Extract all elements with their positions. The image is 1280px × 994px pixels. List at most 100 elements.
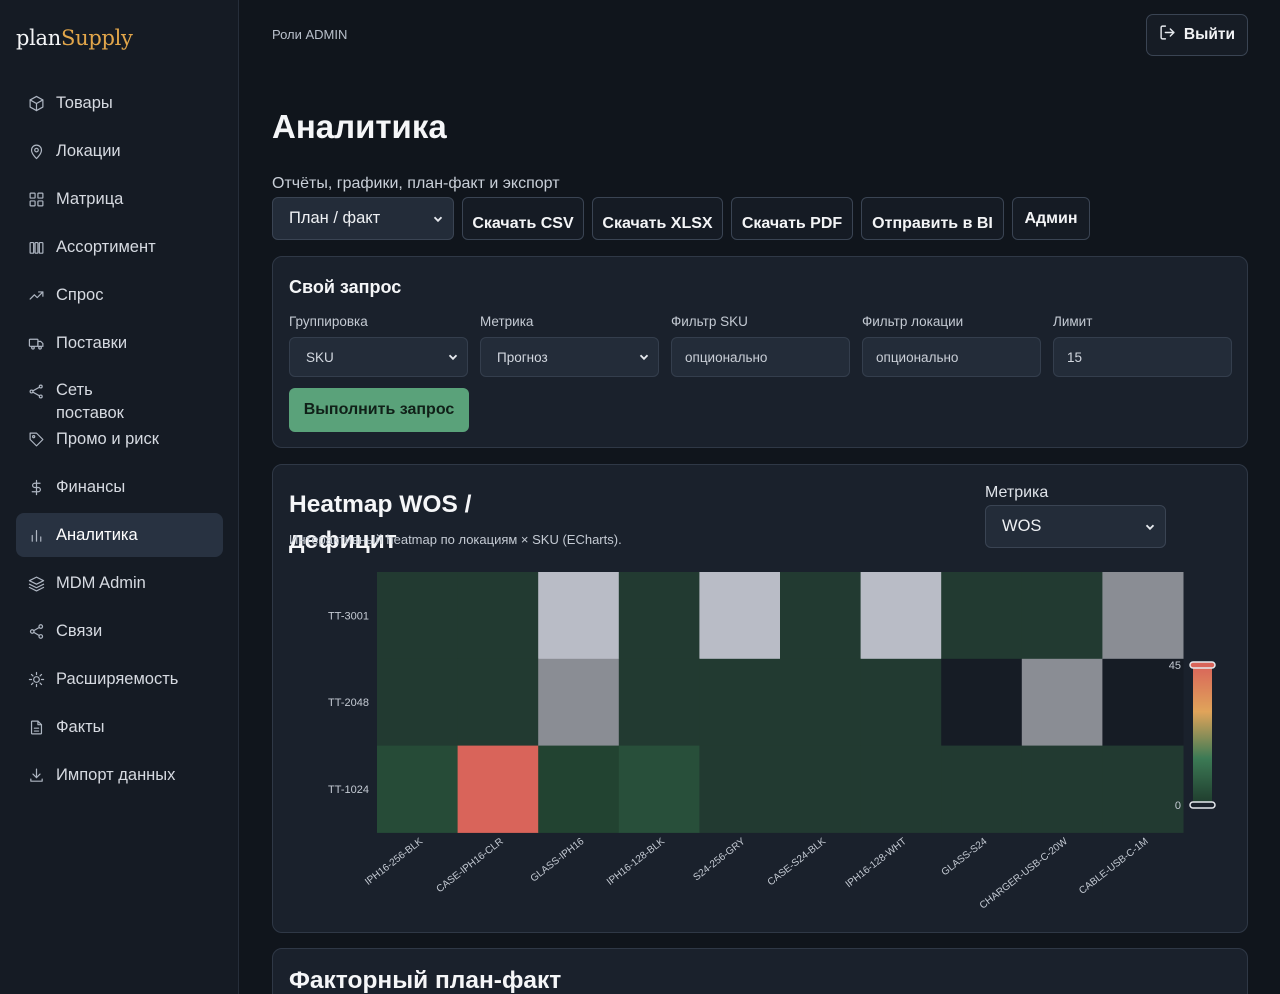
sidebar-item-finance[interactable]: Финансы — [16, 465, 223, 509]
sidebar-item-label: Факты — [56, 717, 105, 736]
location-filter-input[interactable] — [876, 349, 1032, 365]
sidebar-item-label: Локации — [56, 141, 121, 160]
sidebar-item-supply-network[interactable]: Сеть поставок — [16, 369, 223, 422]
heatmap-title: Heatmap WOS / дефицит — [289, 491, 472, 554]
heatmap-cell[interactable] — [377, 745, 459, 833]
heatmap-cell[interactable] — [860, 658, 942, 747]
heatmap-x-label: CHARGER-USB-C-20W — [978, 836, 1071, 912]
heatmap-cell[interactable] — [699, 572, 781, 660]
metric-select[interactable]: Прогноз — [480, 337, 659, 377]
heatmap-y-label: TT-2048 — [328, 697, 369, 709]
app-logo[interactable]: planSupply — [16, 26, 133, 50]
heatmap-cell[interactable] — [780, 572, 862, 660]
tag-icon — [28, 431, 45, 448]
heatmap-cell[interactable] — [377, 658, 459, 747]
heatmap-chart[interactable]: TT-3001 TT-2048 TT-1024 IPH16-256-BLK CASE-I… — [273, 565, 1247, 925]
heatmap-metric-select[interactable]: WOS — [985, 505, 1166, 548]
sidebar-item-facts[interactable]: Факты — [16, 705, 223, 749]
limit-field[interactable] — [1053, 337, 1232, 377]
page-subtitle: Отчёты, графики, план-факт и экспорт — [272, 175, 560, 192]
heatmap-cell[interactable] — [780, 745, 862, 833]
sidebar-item-links[interactable]: Связи — [16, 609, 223, 653]
grouping-select[interactable]: SKU — [289, 337, 468, 377]
trend-icon — [28, 287, 45, 304]
logout-button[interactable]: Выйти — [1145, 14, 1248, 56]
limit-label: Лимит — [1053, 314, 1093, 329]
heatmap-cell[interactable] — [941, 658, 1023, 747]
columns-icon — [28, 239, 45, 256]
heatmap-cell[interactable] — [941, 745, 1023, 833]
heatmap-cell[interactable] — [941, 572, 1023, 660]
limit-input[interactable] — [1067, 349, 1223, 365]
heatmap-cell[interactable] — [1102, 745, 1184, 833]
send-to-bi-button[interactable]: Отправить в BI — [861, 197, 1004, 240]
sku-filter-input[interactable] — [685, 349, 841, 365]
run-query-button[interactable]: Выполнить запрос — [289, 388, 469, 432]
heatmap-cell[interactable] — [860, 745, 942, 833]
heatmap-cell[interactable] — [860, 572, 942, 660]
heatmap-cell[interactable] — [1021, 745, 1103, 833]
heatmap-cell[interactable] — [618, 745, 700, 833]
admin-button[interactable]: Админ — [1012, 197, 1090, 240]
sidebar-item-matrix[interactable]: Матрица — [16, 177, 223, 221]
sidebar-item-data-import[interactable]: Импорт данных — [16, 753, 223, 797]
heatmap-x-label: GLASS-S24 — [940, 836, 990, 878]
chevron-down-icon — [448, 354, 458, 361]
sidebar-item-mdm-admin[interactable]: MDM Admin — [16, 561, 223, 605]
sidebar-item-locations[interactable]: Локации — [16, 129, 223, 173]
heatmap-cell[interactable] — [457, 572, 539, 660]
logout-label: Выйти — [1183, 26, 1235, 43]
plan-fact-title: Факторный план-факт — [289, 967, 562, 994]
download-pdf-button[interactable]: Скачать PDF — [731, 197, 853, 240]
plan-fact-card: Факторный план-факт — [272, 948, 1248, 994]
heatmap-cell[interactable] — [618, 658, 700, 747]
sidebar-item-promo-risk[interactable]: Промо и риск — [16, 417, 223, 461]
visual-map-handle[interactable] — [1189, 661, 1216, 669]
heatmap-cell[interactable] — [1102, 572, 1184, 660]
heatmap-cell[interactable] — [780, 658, 862, 747]
sidebar-item-label: Связи — [56, 621, 103, 640]
sidebar-item-supplies[interactable]: Поставки — [16, 321, 223, 365]
custom-query-title: Свой запрос — [289, 277, 402, 297]
heatmap-cell[interactable] — [618, 572, 700, 660]
heatmap-cell[interactable] — [1021, 572, 1103, 660]
grouping-select-value: SKU — [306, 349, 334, 365]
heatmap-description: Интерактивный heatmap по локациям × SKU … — [289, 532, 622, 547]
heatmap-cell[interactable] — [457, 745, 539, 833]
heatmap-x-label: CABLE-USB-C-1M — [1077, 836, 1150, 897]
sku-filter-label: Фильтр SKU — [671, 314, 748, 329]
heatmap-cell[interactable] — [1102, 658, 1184, 747]
location-filter-label: Фильтр локации — [862, 314, 964, 329]
sidebar-item-extensibility[interactable]: Расширяемость — [16, 657, 223, 701]
heatmap-cell[interactable] — [538, 572, 620, 660]
sidebar-item-products[interactable]: Товары — [16, 81, 223, 125]
sidebar-item-assortment[interactable]: Ассортимент — [16, 225, 223, 269]
heatmap-cell[interactable] — [1021, 658, 1103, 747]
heatmap-metric-label: Метрика — [985, 484, 1049, 501]
sidebar-item-analytics[interactable]: Аналитика — [16, 513, 223, 557]
heatmap-cell[interactable] — [457, 658, 539, 747]
download-csv-button[interactable]: Скачать CSV — [462, 197, 584, 240]
visual-map-handle[interactable] — [1189, 801, 1216, 809]
heatmap-cell[interactable] — [699, 658, 781, 747]
heatmap-y-label: TT-1024 — [328, 784, 369, 796]
heatmap-cell[interactable] — [699, 745, 781, 833]
grid-icon — [28, 191, 45, 208]
sku-filter-field[interactable] — [671, 337, 850, 377]
heatmap-card: Heatmap WOS / дефицит Интерактивный heat… — [272, 464, 1248, 933]
toolbar: План / факт Скачать CSV Скачать XLSX Ска… — [272, 197, 1090, 240]
heatmap-cell[interactable] — [377, 572, 459, 660]
visual-map-max-label: 45 — [1169, 660, 1181, 672]
download-xlsx-button[interactable]: Скачать XLSX — [592, 197, 723, 240]
visual-map-bar[interactable] — [1193, 665, 1212, 805]
heatmap-cell[interactable] — [538, 745, 620, 833]
report-select[interactable]: План / факт — [272, 197, 454, 240]
heatmap-x-label: IPH16-256-BLK — [363, 836, 425, 888]
heatmap-cell[interactable] — [538, 658, 620, 747]
sidebar-item-demand[interactable]: Спрос — [16, 273, 223, 317]
location-filter-field[interactable] — [862, 337, 1041, 377]
bar-chart-icon — [28, 527, 45, 544]
chevron-down-icon — [1145, 524, 1155, 530]
chevron-down-icon — [639, 354, 649, 361]
sidebar-item-label: Расширяемость — [56, 669, 179, 688]
